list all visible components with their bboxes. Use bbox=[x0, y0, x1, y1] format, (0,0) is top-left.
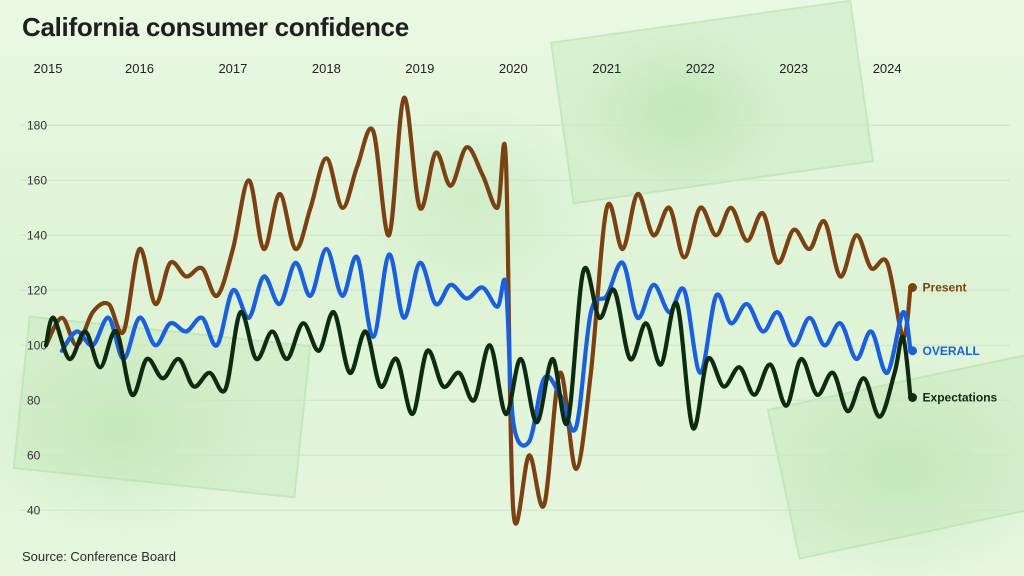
series-label-overall: OVERALL bbox=[923, 344, 980, 358]
grid-layer bbox=[20, 124, 1010, 511]
series-label-expectations: Expectations bbox=[923, 391, 998, 405]
x-tick-label: 2020 bbox=[499, 61, 528, 76]
y-tick-label: 140 bbox=[27, 228, 47, 242]
y-tick-label: 180 bbox=[27, 118, 47, 132]
series-endpoint-overall bbox=[908, 346, 918, 356]
series-endpoint-present bbox=[908, 283, 918, 292]
series-line-overall bbox=[59, 246, 913, 448]
x-tick-label: 2024 bbox=[873, 61, 902, 76]
series-line-present bbox=[43, 95, 913, 526]
source-note: Source: Conference Board bbox=[22, 549, 176, 564]
series-layer bbox=[43, 95, 913, 526]
x-tick-label: 2015 bbox=[34, 61, 63, 76]
axis-layer: 40 60 80 100 120 140 160 180 2015 2016 2017 2018 201… bbox=[27, 61, 902, 517]
y-tick-label: 120 bbox=[27, 283, 47, 297]
x-tick-label: 2022 bbox=[686, 61, 715, 76]
series-endpoint-expectations bbox=[908, 393, 918, 402]
y-tick-label: 40 bbox=[27, 503, 41, 517]
series-line-expectations bbox=[43, 265, 913, 431]
y-tick-label: 80 bbox=[27, 393, 41, 407]
x-tick-label: 2021 bbox=[592, 61, 621, 76]
x-tick-label: 2023 bbox=[779, 61, 808, 76]
x-tick-label: 2016 bbox=[125, 61, 154, 76]
x-tick-label: 2019 bbox=[405, 61, 434, 76]
chart-title: California consumer confidence bbox=[22, 12, 409, 42]
series-label-layer: Present OVERALL Expectations bbox=[908, 281, 998, 405]
x-tick-label: 2017 bbox=[218, 61, 247, 76]
series-label-present: Present bbox=[923, 281, 967, 295]
y-tick-label: 100 bbox=[27, 338, 47, 352]
y-tick-label: 60 bbox=[27, 448, 41, 462]
y-tick-label: 160 bbox=[27, 173, 47, 187]
x-tick-label: 2018 bbox=[312, 61, 341, 76]
